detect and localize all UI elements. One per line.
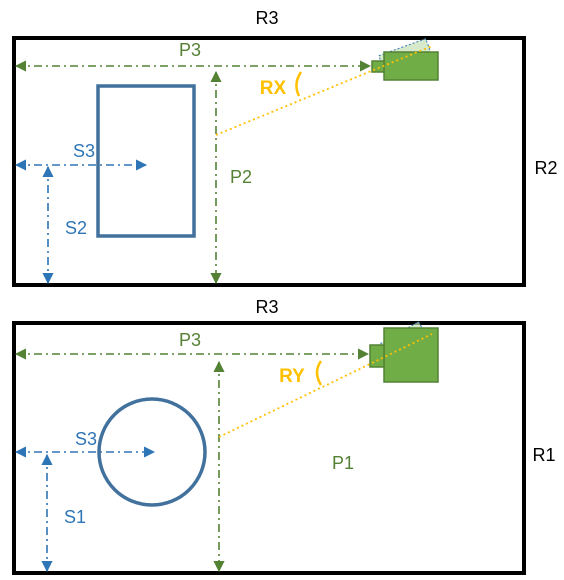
top-label-s3: S3 [73, 141, 95, 161]
top-sight-line [215, 45, 433, 136]
top-label-p3: P3 [179, 40, 201, 60]
top-label-s2: S2 [65, 218, 87, 238]
top-label-rx: RX [260, 78, 287, 99]
bottom-label-s1: S1 [64, 507, 86, 527]
top-label-p2: P2 [230, 167, 252, 187]
top-frame [12, 36, 526, 287]
top-panel: R3 R2 P3 P2 RX S3 S2 [12, 8, 558, 287]
bottom-label-s3: S3 [75, 429, 97, 449]
bottom-label-p3: P3 [179, 330, 201, 350]
bottom-label-r3: R3 [255, 297, 278, 317]
top-camera-icon [371, 37, 439, 81]
bottom-angle-arc [315, 360, 323, 386]
bottom-sight-line [218, 333, 433, 438]
top-object-rectangle [96, 84, 196, 238]
bottom-frame [12, 321, 526, 575]
bottom-object-circle [97, 397, 207, 507]
bottom-label-ry: RY [279, 366, 305, 387]
bottom-camera-icon [369, 320, 440, 384]
bottom-label-p1: P1 [332, 453, 354, 473]
top-angle-arc [295, 71, 303, 97]
bottom-label-r1: R1 [532, 445, 555, 465]
top-label-r3: R3 [255, 8, 278, 28]
bottom-panel: R3 R1 P3 RY P1 S3 S1 [12, 297, 556, 575]
top-label-r2: R2 [534, 158, 557, 178]
